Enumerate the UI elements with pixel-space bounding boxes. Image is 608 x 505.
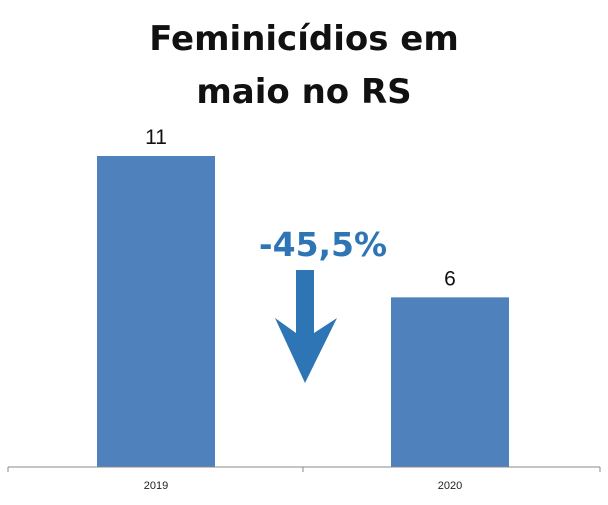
x-axis-ticks: 2019 2020 xyxy=(7,467,601,492)
x-tick-label-2020: 2020 xyxy=(438,480,462,492)
data-label-2020: 6 xyxy=(444,267,456,290)
bar-2020 xyxy=(391,297,509,467)
bar-2019 xyxy=(97,156,215,467)
data-label-2019: 11 xyxy=(145,126,167,149)
bars xyxy=(97,156,509,467)
down-arrow-icon xyxy=(275,270,337,383)
title-line-2: maio no RS xyxy=(196,72,411,112)
change-annotation: -45,5% xyxy=(259,225,387,383)
data-labels: 11 6 xyxy=(145,126,456,290)
percent-change-label: -45,5% xyxy=(259,225,387,264)
x-tick-label-2019: 2019 xyxy=(144,480,168,492)
chart-title: Feminicídios em maio no RS xyxy=(149,19,459,112)
title-line-1: Feminicídios em xyxy=(149,19,459,59)
